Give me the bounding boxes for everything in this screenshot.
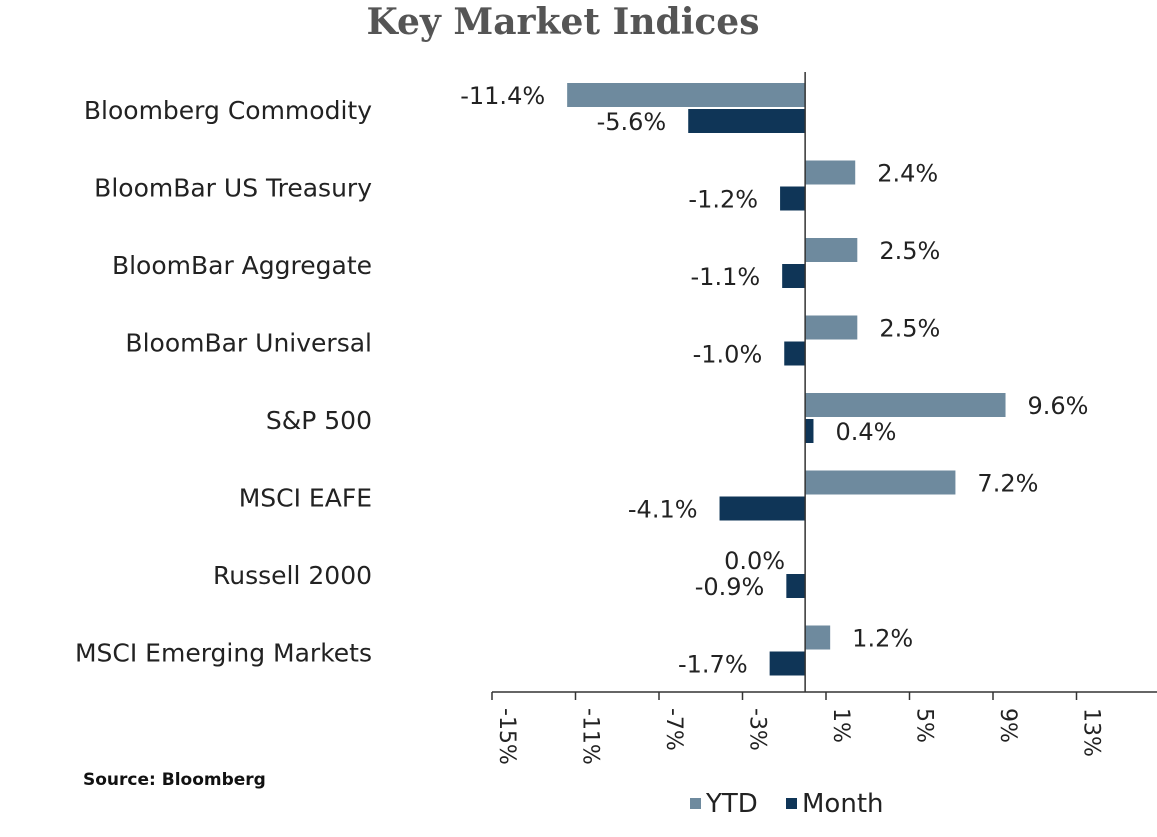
bar-month — [688, 109, 806, 133]
bar-ytd — [805, 470, 956, 495]
bar-ytd — [805, 238, 858, 262]
data-label: -1.1% — [691, 263, 761, 291]
legend-label-month: Month — [802, 789, 884, 819]
bar-ytd — [805, 315, 858, 340]
category-label: BloomBar Aggregate — [112, 251, 372, 280]
x-tick-label: -3% — [745, 708, 770, 751]
bar-month — [782, 264, 806, 288]
source-note: Source: Bloomberg — [83, 770, 266, 790]
legend: YTD Month — [690, 789, 884, 819]
data-label: -1.2% — [688, 186, 758, 214]
category-label: Bloomberg Commodity — [84, 96, 372, 125]
bar-ytd — [805, 625, 831, 650]
data-label: -1.0% — [693, 341, 763, 369]
bar-month — [786, 574, 806, 598]
data-label: 2.5% — [879, 315, 940, 343]
category-label: MSCI Emerging Markets — [75, 638, 372, 667]
category-labels: Bloomberg Commodity BloomBar US Treasury B… — [75, 96, 372, 668]
category-label: Russell 2000 — [213, 561, 372, 590]
x-tick-label: -15% — [494, 708, 519, 765]
bar-ytd — [567, 83, 806, 107]
data-label: -1.7% — [678, 651, 748, 679]
data-label: -11.4% — [460, 82, 545, 110]
data-label: 2.5% — [879, 237, 940, 265]
data-label: -5.6% — [597, 108, 667, 136]
data-label: 1.2% — [852, 625, 913, 653]
data-label: -4.1% — [628, 496, 698, 524]
bar-month — [805, 419, 814, 443]
bar-ytd — [805, 393, 1006, 417]
legend-swatch-ytd — [690, 798, 701, 809]
x-tick-label: 1% — [828, 708, 853, 743]
x-tick-label: 13% — [1079, 708, 1104, 757]
bar-ytd — [805, 160, 856, 185]
data-label: 0.0% — [724, 547, 785, 575]
x-tick-label: 9% — [995, 708, 1020, 743]
x-tick-label: -11% — [578, 708, 603, 765]
bar-month — [719, 496, 806, 521]
legend-swatch-month — [786, 798, 797, 809]
bar-month — [769, 651, 806, 676]
data-label: 9.6% — [1028, 392, 1089, 420]
category-label: BloomBar US Treasury — [94, 173, 372, 202]
category-label: S&P 500 — [266, 406, 372, 435]
legend-label-ytd: YTD — [705, 789, 758, 819]
data-label: 0.4% — [835, 418, 896, 446]
category-label: BloomBar Universal — [125, 328, 372, 357]
bar-month — [780, 186, 806, 211]
category-label: MSCI EAFE — [239, 483, 372, 512]
x-tick-label: -7% — [661, 708, 686, 751]
value-labels: -11.4% -5.6% 2.4% -1.2% 2.5% -1.1% 2.5% -1.0% 9.… — [460, 82, 1088, 679]
data-label: 7.2% — [977, 470, 1038, 498]
bars — [567, 83, 1006, 676]
data-label: -0.9% — [695, 573, 765, 601]
x-tick-label: 5% — [912, 708, 937, 743]
chart-title: Key Market Indices — [367, 1, 760, 43]
data-label: 2.4% — [877, 160, 938, 188]
x-axis-ticks: -15% -11% -7% -3% 1% 5% 9% 13% — [491, 692, 1104, 765]
bar-month — [784, 341, 806, 366]
